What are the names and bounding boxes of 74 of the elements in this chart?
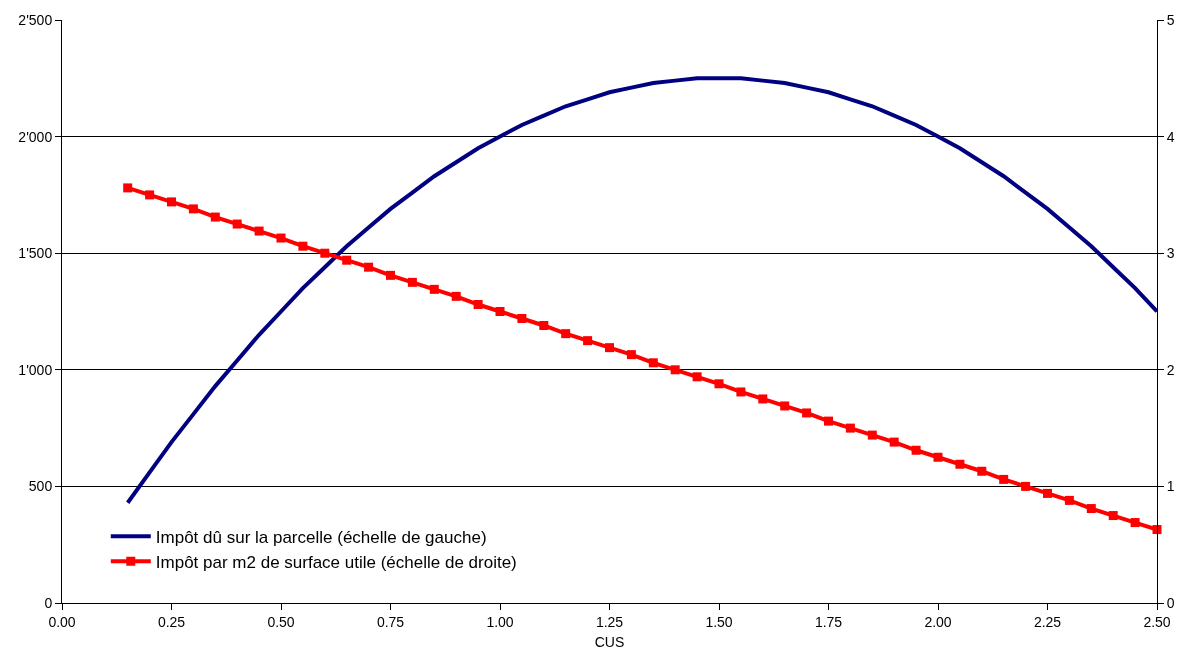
point <box>605 343 614 353</box>
point <box>780 401 790 411</box>
line-series <box>125 76 1157 505</box>
point <box>648 358 658 368</box>
point <box>1108 511 1118 521</box>
x-tick-label: 0.25 <box>157 613 186 630</box>
x-tick-label: 1.75 <box>814 613 843 630</box>
point <box>276 233 286 243</box>
point <box>145 190 155 200</box>
y2-tick-label: 0 <box>1166 594 1175 611</box>
point <box>911 445 921 455</box>
y-tick-label: 2'000 <box>18 128 53 145</box>
x-tick-label: 0.75 <box>376 613 405 630</box>
legend-label: Impôt par m2 de surface utile (échelle de droite) <box>155 552 517 572</box>
point <box>1130 518 1140 528</box>
y2-tick-label: 2 <box>1166 361 1175 378</box>
point <box>1086 504 1096 514</box>
point <box>714 379 724 389</box>
point <box>429 284 439 294</box>
point <box>889 437 899 447</box>
point <box>254 226 264 236</box>
y2-tick-label: 1 <box>1166 478 1175 495</box>
point <box>451 291 461 301</box>
x-tick-label: 2.25 <box>1033 613 1062 630</box>
y-tick-label: 1'000 <box>18 361 53 378</box>
y-tick-label: 1'500 <box>18 245 53 262</box>
y-tick-label: 2'500 <box>18 11 53 28</box>
x-tick-label: 1.00 <box>486 613 514 630</box>
x-axis-title: CUS <box>594 634 625 651</box>
point <box>1043 488 1052 498</box>
point <box>1064 495 1074 505</box>
y-tick-label: 0 <box>44 594 53 611</box>
x-tick-label: 0.50 <box>267 613 295 630</box>
point <box>320 248 330 258</box>
point <box>845 423 855 433</box>
point <box>386 270 395 280</box>
point <box>758 394 768 404</box>
point <box>933 452 943 462</box>
y2-tick-label: 4 <box>1166 128 1175 145</box>
point <box>407 277 417 287</box>
point <box>977 466 987 476</box>
point <box>955 459 965 469</box>
x-tick-label: 1.50 <box>705 613 733 630</box>
point <box>670 365 680 375</box>
point <box>626 350 636 360</box>
point <box>802 408 812 418</box>
point <box>1021 481 1031 491</box>
y2-tick-label: 5 <box>1166 11 1175 28</box>
y2-tick-label: 3 <box>1166 245 1175 262</box>
y-tick-label: 500 <box>28 478 53 495</box>
point <box>364 262 374 272</box>
point <box>999 474 1009 484</box>
point <box>123 183 133 193</box>
x-tick-label: 0.00 <box>48 613 76 630</box>
point <box>298 241 308 251</box>
legend-label: Impôt dû sur la parcelle (échelle de gauche) <box>155 527 487 547</box>
point <box>342 255 352 265</box>
point <box>736 387 746 397</box>
point <box>692 372 702 382</box>
point <box>167 197 176 207</box>
point <box>583 336 593 346</box>
x-tick-label: 2.50 <box>1143 613 1171 630</box>
point <box>539 320 549 330</box>
x-tick-label: 1.25 <box>595 613 624 630</box>
point <box>824 416 833 426</box>
point <box>561 329 571 339</box>
point <box>517 314 527 323</box>
point <box>473 300 483 309</box>
point <box>188 204 198 214</box>
point <box>495 307 505 316</box>
point <box>232 219 242 229</box>
point <box>210 212 220 222</box>
x-tick-label: 2.00 <box>924 613 952 630</box>
point <box>867 430 877 440</box>
